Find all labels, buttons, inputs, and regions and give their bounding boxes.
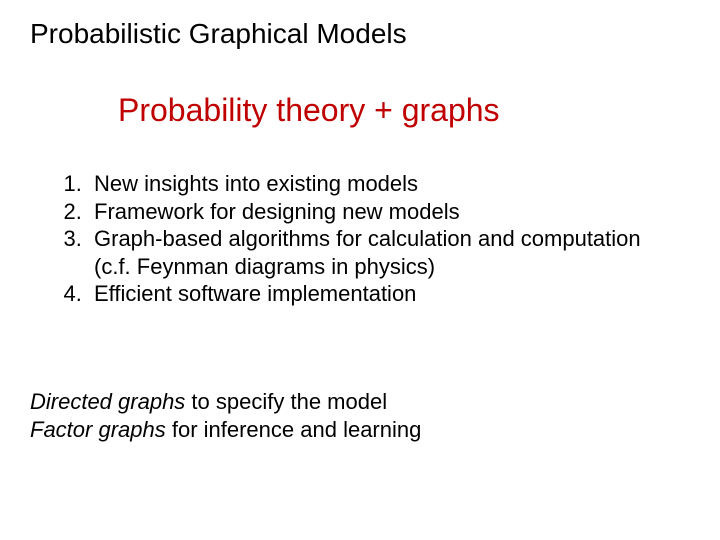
bullet-list: New insights into existing models Framew… xyxy=(30,170,680,308)
footer-line-2: Factor graphs for inference and learning xyxy=(30,416,421,444)
footer-rest: for inference and learning xyxy=(166,417,422,442)
slide-subtitle: Probability theory + graphs xyxy=(118,92,500,129)
list-item-text: Graph-based algorithms for calculation a… xyxy=(94,226,641,251)
footer-text: Directed graphs to specify the model Fac… xyxy=(30,388,421,443)
footer-rest: to specify the model xyxy=(185,389,387,414)
list-item: Framework for designing new models xyxy=(88,198,680,226)
list-item-continuation: (c.f. Feynman diagrams in physics) xyxy=(94,253,680,281)
list-item: Graph-based algorithms for calculation a… xyxy=(88,225,680,280)
footer-emphasis: Directed graphs xyxy=(30,389,185,414)
footer-line-1: Directed graphs to specify the model xyxy=(30,388,421,416)
slide-title: Probabilistic Graphical Models xyxy=(30,18,407,50)
footer-emphasis: Factor graphs xyxy=(30,417,166,442)
slide: Probabilistic Graphical Models Probabili… xyxy=(0,0,720,540)
list-item: New insights into existing models xyxy=(88,170,680,198)
list-item: Efficient software implementation xyxy=(88,280,680,308)
